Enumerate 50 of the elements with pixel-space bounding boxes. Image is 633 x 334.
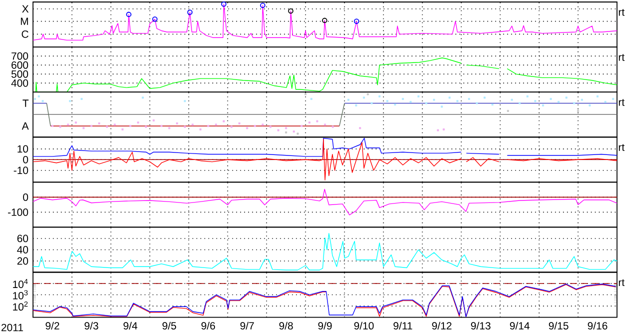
y-tick-label: 10$^{2}$ (13, 301, 28, 311)
y-tick-label: 700 (12, 52, 28, 60)
y-tick-label: -100 (8, 208, 28, 216)
x-tick-label: 9/8 (279, 322, 293, 330)
annotation: A (22, 122, 29, 130)
x-tick-label: 9/14 (510, 322, 530, 330)
x-tick-label: 9/7 (240, 322, 254, 330)
x-tick-label: 9/12 (432, 322, 452, 330)
y-tick-label: 10$^{4}$ (13, 278, 28, 288)
y-tick-label: 20 (17, 257, 28, 265)
x-tick-label: 9/2 (46, 322, 60, 330)
x-tick-label: 9/10 (354, 322, 374, 330)
y-tick-label: 60 (17, 234, 28, 242)
x-tick-label: 9/11 (394, 322, 412, 330)
x-axis-title: 2011 (2, 324, 23, 332)
text: rt (618, 54, 625, 61)
x-tick-label: 9/16 (588, 322, 608, 330)
y-tick-label: -10 (14, 166, 28, 174)
point (152, 16, 158, 22)
x-tick-label: 9/5 (162, 322, 176, 330)
x-tick-label: 9/3 (84, 322, 98, 330)
y-tick-label: 400 (11, 79, 28, 87)
point (288, 8, 294, 14)
ref-line-label: M (20, 18, 28, 25)
point (354, 18, 360, 24)
x-tick-label: 9/15 (548, 322, 568, 330)
text: rt (618, 8, 625, 16)
ref-line-label: C (22, 30, 28, 38)
ref-line-label: X (22, 5, 29, 12)
point (260, 2, 266, 8)
text: rt (618, 279, 625, 286)
x-tick-label: 9/6 (201, 322, 216, 330)
point (322, 18, 328, 24)
text: rt (618, 144, 625, 151)
x-tick-label: 9/13 (471, 322, 490, 330)
point (126, 12, 132, 18)
text: rt (618, 99, 625, 106)
y-tick-label: 10$^{3}$ (13, 290, 28, 300)
y-tick-label: 500 (11, 70, 28, 78)
annotation: T (22, 100, 29, 107)
y-tick-label: 600 (12, 61, 28, 69)
line-series (32, 188, 618, 216)
point (221, 2, 226, 7)
point (187, 10, 193, 15)
y-tick-label: 10 (18, 145, 28, 153)
y-tick-label: 0 (23, 193, 28, 201)
x-tick-label: 9/4 (124, 322, 138, 330)
x-tick-label: 9/9 (318, 322, 332, 330)
y-tick-label: 40 (17, 246, 28, 254)
y-tick-label: 0 (23, 156, 28, 164)
